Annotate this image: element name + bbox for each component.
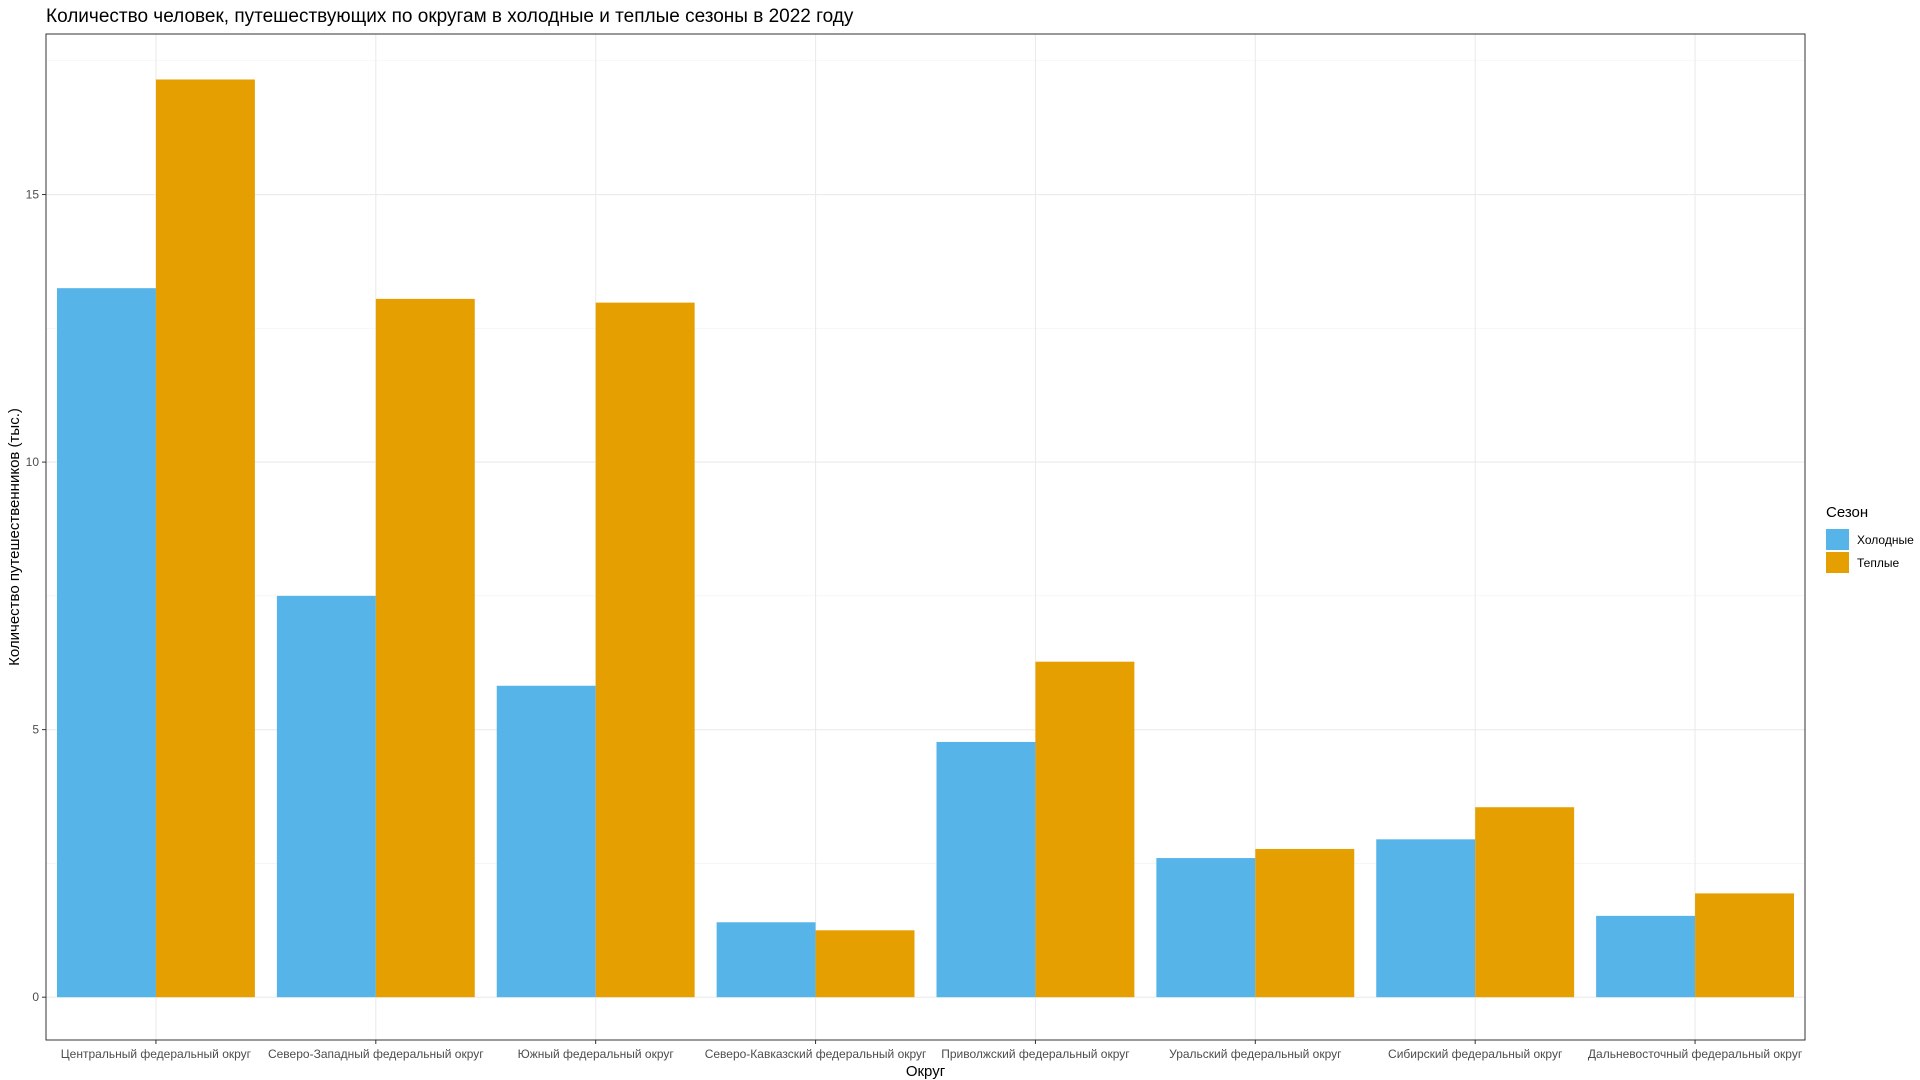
bar-Теплые: [1035, 661, 1135, 998]
x-tick-label: Центральный федеральный округ: [61, 1047, 252, 1061]
x-axis-title: Округ: [906, 1063, 946, 1080]
legend-label: Холодные: [1857, 533, 1914, 547]
bar-Холодные: [276, 595, 376, 998]
y-tick-label: 0: [32, 990, 39, 1004]
legend-label: Теплые: [1857, 556, 1899, 570]
x-tick-label: Южный федеральный округ: [518, 1047, 675, 1061]
bar-Теплые: [1695, 893, 1795, 998]
y-axis: 0 5 10 15: [26, 188, 46, 1004]
chart-title: Количество человек, путешествующих по ок…: [46, 6, 854, 27]
bar-Холодные: [1596, 915, 1696, 998]
x-tick-label: Уральский федеральный округ: [1169, 1047, 1342, 1061]
legend-title: Сезон: [1826, 504, 1868, 521]
x-tick-label: Приволжский федеральный округ: [941, 1047, 1130, 1061]
bar-Холодные: [1156, 858, 1256, 998]
legend: Сезон Холодные Теплые: [1826, 504, 1914, 573]
bar-Теплые: [1255, 848, 1355, 998]
bar-Холодные: [936, 741, 1036, 998]
bar-Теплые: [595, 302, 695, 998]
bar-Теплые: [155, 79, 255, 998]
x-tick-label: Северо-Кавказский федеральный округ: [705, 1047, 927, 1061]
y-tick-label: 10: [26, 455, 40, 469]
legend-key-Холодные: [1826, 529, 1849, 550]
y-tick-label: 5: [32, 723, 39, 737]
x-tick-label: Дальневосточный федеральный округ: [1588, 1047, 1803, 1061]
bar-Теплые: [815, 930, 915, 998]
bars: [56, 79, 1795, 998]
bar-Холодные: [716, 922, 816, 998]
bar-Холодные: [56, 288, 156, 998]
legend-key-Теплые: [1826, 552, 1849, 573]
y-tick-label: 15: [26, 188, 40, 202]
x-tick-label: Северо-Западный федеральный округ: [268, 1047, 484, 1061]
x-axis: Центральный федеральный округ Северо-Запа…: [61, 1040, 1803, 1061]
bar-Холодные: [1376, 839, 1476, 998]
bar-Холодные: [496, 685, 596, 998]
x-tick-label: Сибирский федеральный округ: [1388, 1047, 1563, 1061]
bar-Теплые: [375, 298, 475, 998]
y-axis-title: Количество путешественников (тыс.): [6, 408, 23, 666]
bar-Теплые: [1475, 807, 1575, 998]
plot-panel-border: [45, 33, 1806, 1041]
